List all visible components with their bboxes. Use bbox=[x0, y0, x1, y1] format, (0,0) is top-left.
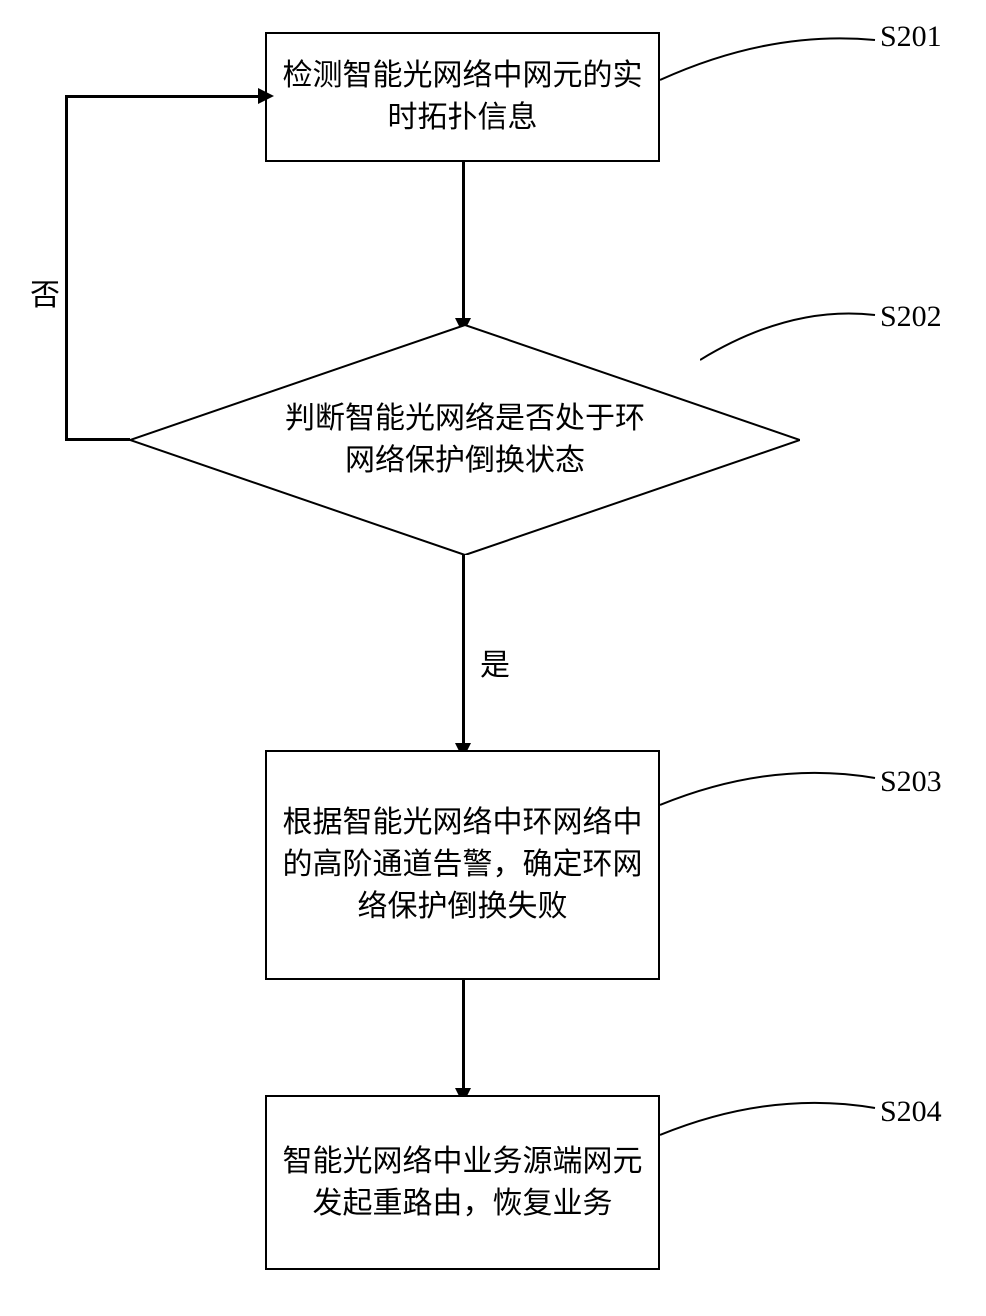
node-label-s204: S204 bbox=[880, 1095, 942, 1129]
label-connector-s203 bbox=[660, 760, 880, 820]
label-connector-s202 bbox=[700, 300, 880, 370]
node-label-s201: S201 bbox=[880, 20, 942, 54]
label-connector-s204 bbox=[660, 1090, 880, 1150]
label-connector-s201 bbox=[660, 25, 880, 85]
edge-label-no: 否 bbox=[30, 270, 60, 314]
arrow-no-vertical bbox=[65, 95, 68, 441]
arrow-s201-s202 bbox=[462, 162, 465, 320]
arrow-s203-s204 bbox=[462, 980, 465, 1090]
process-node-s203: 根据智能光网络中环网络中的高阶通道告警，确定环网络保护倒换失败 bbox=[265, 750, 660, 980]
flowchart-container: 检测智能光网络中网元的实时拓扑信息 S201 判断智能光网络是否处于环网络保护倒… bbox=[0, 0, 986, 1316]
arrow-no-top-horizontal bbox=[65, 95, 260, 98]
process-node-s201: 检测智能光网络中网元的实时拓扑信息 bbox=[265, 32, 660, 162]
edge-label-yes: 是 bbox=[480, 640, 510, 684]
node-text: 根据智能光网络中环网络中的高阶通道告警，确定环网络保护倒换失败 bbox=[277, 802, 648, 928]
arrow-no-horizontal bbox=[65, 438, 130, 441]
arrowhead-no bbox=[258, 88, 274, 104]
process-node-s204: 智能光网络中业务源端网元发起重路由，恢复业务 bbox=[265, 1095, 660, 1270]
node-label-s203: S203 bbox=[880, 765, 942, 799]
node-text: 检测智能光网络中网元的实时拓扑信息 bbox=[277, 55, 648, 139]
node-text: 智能光网络中业务源端网元发起重路由，恢复业务 bbox=[277, 1141, 648, 1225]
arrow-s202-s203 bbox=[462, 555, 465, 745]
node-label-s202: S202 bbox=[880, 300, 942, 334]
node-text: 判断智能光网络是否处于环网络保护倒换状态 bbox=[275, 398, 655, 482]
